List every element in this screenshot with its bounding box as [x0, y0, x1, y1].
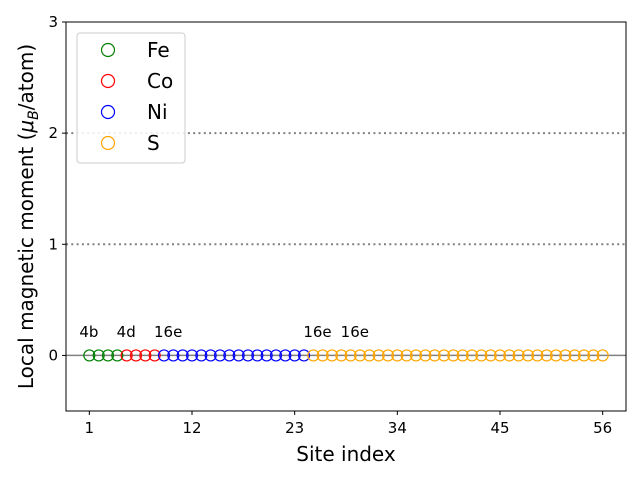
annotation-1: 4d [117, 323, 136, 341]
point-s-43 [475, 349, 488, 362]
point-ni-17 [232, 349, 245, 362]
point-ni-22 [279, 349, 292, 362]
point-ni-20 [260, 349, 273, 362]
point-ni-9 [157, 349, 171, 362]
point-s-45 [493, 349, 507, 362]
annotations: 4b 4d 16e 16e 16e [79, 323, 369, 341]
point-s-30 [353, 349, 367, 362]
point-ni-10 [167, 349, 180, 362]
plot-frame [65, 21, 627, 412]
x-tick-label-56: 56 [593, 419, 612, 437]
data-points [83, 349, 609, 362]
point-ni-15 [213, 349, 227, 362]
point-ni-11 [176, 349, 189, 362]
point-co-7 [139, 349, 152, 362]
point-co-8 [148, 349, 161, 362]
x-tick-label-45: 45 [490, 419, 509, 437]
point-ni-23 [288, 349, 301, 362]
point-s-25 [307, 349, 320, 362]
x-axis-ticks: 1 12 23 34 45 56 [85, 411, 612, 437]
x-axis-label: Site index [296, 442, 396, 466]
y-axis-label-main: Local magnetic moment ( [14, 133, 38, 390]
point-s-40 [447, 349, 460, 362]
reference-lines [66, 132, 626, 357]
point-ni-18 [241, 349, 255, 362]
point-s-31 [363, 349, 376, 362]
point-s-42 [465, 349, 479, 362]
point-ni-19 [251, 349, 264, 362]
point-s-51 [549, 349, 563, 362]
point-s-32 [372, 349, 385, 362]
y-axis-ticks: 0 1 2 3 [48, 13, 66, 364]
point-s-39 [437, 349, 451, 362]
y-axis-label-mu: μ [14, 120, 38, 134]
point-s-47 [512, 349, 525, 362]
legend-marker-s [100, 135, 116, 151]
point-fe-3 [101, 349, 115, 362]
point-s-37 [419, 349, 432, 362]
point-ni-21 [269, 349, 283, 362]
point-ni-24 [297, 349, 311, 362]
y-tick-label-3: 3 [48, 13, 58, 31]
point-s-49 [531, 349, 544, 362]
point-s-28 [335, 349, 348, 362]
x-tick-label-23: 23 [285, 419, 304, 437]
annotation-0: 4b [79, 323, 98, 341]
y-tick-label-1: 1 [48, 235, 58, 253]
legend-box [76, 32, 186, 164]
legend-label-co: Co [147, 69, 173, 93]
y-axis-label-sub: B [26, 110, 42, 120]
point-s-41 [456, 349, 469, 362]
point-s-44 [484, 349, 497, 362]
point-s-53 [568, 349, 581, 362]
legend-label-s: S [147, 131, 160, 155]
point-fe-2 [92, 349, 105, 362]
point-s-55 [587, 349, 600, 362]
x-tick-label-1: 1 [85, 419, 95, 437]
point-s-34 [391, 349, 404, 362]
point-co-5 [120, 349, 133, 362]
legend: Fe Co Ni S [76, 32, 186, 164]
point-s-56 [596, 349, 609, 362]
legend-label-fe: Fe [147, 38, 170, 62]
annotation-2: 16e [154, 323, 182, 341]
point-ni-12 [185, 349, 199, 362]
point-ni-13 [195, 349, 208, 362]
point-fe-1 [83, 349, 96, 362]
point-s-26 [316, 349, 329, 362]
legend-label-ni: Ni [147, 100, 168, 124]
y-axis-label: Local magnetic moment (μB/atom) [14, 44, 42, 389]
legend-marker-ni [100, 104, 116, 120]
point-co-6 [129, 349, 143, 362]
point-ni-14 [204, 349, 217, 362]
annotation-3: 16e [303, 323, 331, 341]
point-s-36 [409, 349, 423, 362]
point-s-27 [325, 349, 339, 362]
y-tick-label-0: 0 [48, 346, 58, 364]
point-s-50 [540, 349, 553, 362]
point-fe-4 [111, 349, 124, 362]
point-s-46 [503, 349, 516, 362]
point-s-52 [559, 349, 572, 362]
point-s-48 [521, 349, 535, 362]
point-s-29 [344, 349, 357, 362]
x-tick-label-34: 34 [388, 419, 407, 437]
x-tick-label-12: 12 [182, 419, 201, 437]
point-s-33 [381, 349, 395, 362]
point-s-54 [577, 349, 591, 362]
annotation-4: 16e [341, 323, 369, 341]
point-s-35 [400, 349, 413, 362]
legend-marker-fe [100, 42, 116, 58]
y-tick-label-2: 2 [48, 124, 58, 142]
point-s-38 [428, 349, 441, 362]
point-ni-16 [223, 349, 236, 362]
legend-marker-co [100, 73, 116, 89]
y-axis-label-tail: /atom) [14, 44, 38, 110]
